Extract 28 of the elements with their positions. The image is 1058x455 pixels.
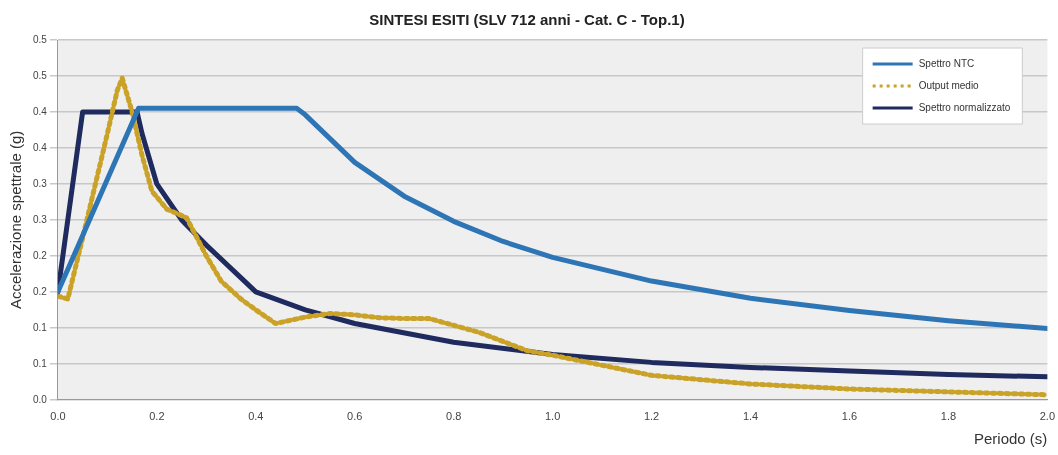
x-tick-label: 1.8 <box>940 410 957 423</box>
x-tick-label: 1.0 <box>544 410 561 423</box>
x-tick-label: 1.2 <box>643 410 660 423</box>
y-tick-label: 0.2 <box>33 249 48 261</box>
y-tick-label: 0.2 <box>33 285 48 297</box>
x-tick-label: 0.2 <box>149 410 165 423</box>
legend-label: Spettro normalizzato <box>918 101 1011 113</box>
legend-label: Spettro NTC <box>918 57 975 69</box>
x-tick-label: 0.6 <box>347 410 363 423</box>
x-tick-label: 0.0 <box>50 410 66 423</box>
chart-title: SINTESI ESITI (SLV 712 anni - Cat. C - Top.1) <box>369 11 685 29</box>
y-tick-label: 0.1 <box>33 321 48 333</box>
x-tick-label: 0.4 <box>248 410 264 423</box>
x-axis-title: Periodo (s) <box>973 430 1048 448</box>
y-tick-label: 0.3 <box>33 213 48 225</box>
y-tick-label: 0.5 <box>33 69 48 81</box>
x-tick-label: 1.4 <box>742 410 759 423</box>
y-tick-label: 0.4 <box>33 141 48 153</box>
y-tick-label: 0.0 <box>33 393 48 405</box>
y-tick-label: 0.3 <box>33 177 48 189</box>
x-tick-label: 0.8 <box>446 410 462 423</box>
legend-label: Output medio <box>918 79 980 91</box>
x-tick-label: 1.6 <box>841 410 858 423</box>
y-tick-label: 0.5 <box>33 33 48 45</box>
y-tick-label: 0.4 <box>33 105 48 117</box>
y-axis-title: Accelerazione spettrale (g) <box>7 130 25 310</box>
y-tick-label: 0.1 <box>33 357 48 369</box>
x-tick-label: 2.0 <box>1039 410 1055 423</box>
